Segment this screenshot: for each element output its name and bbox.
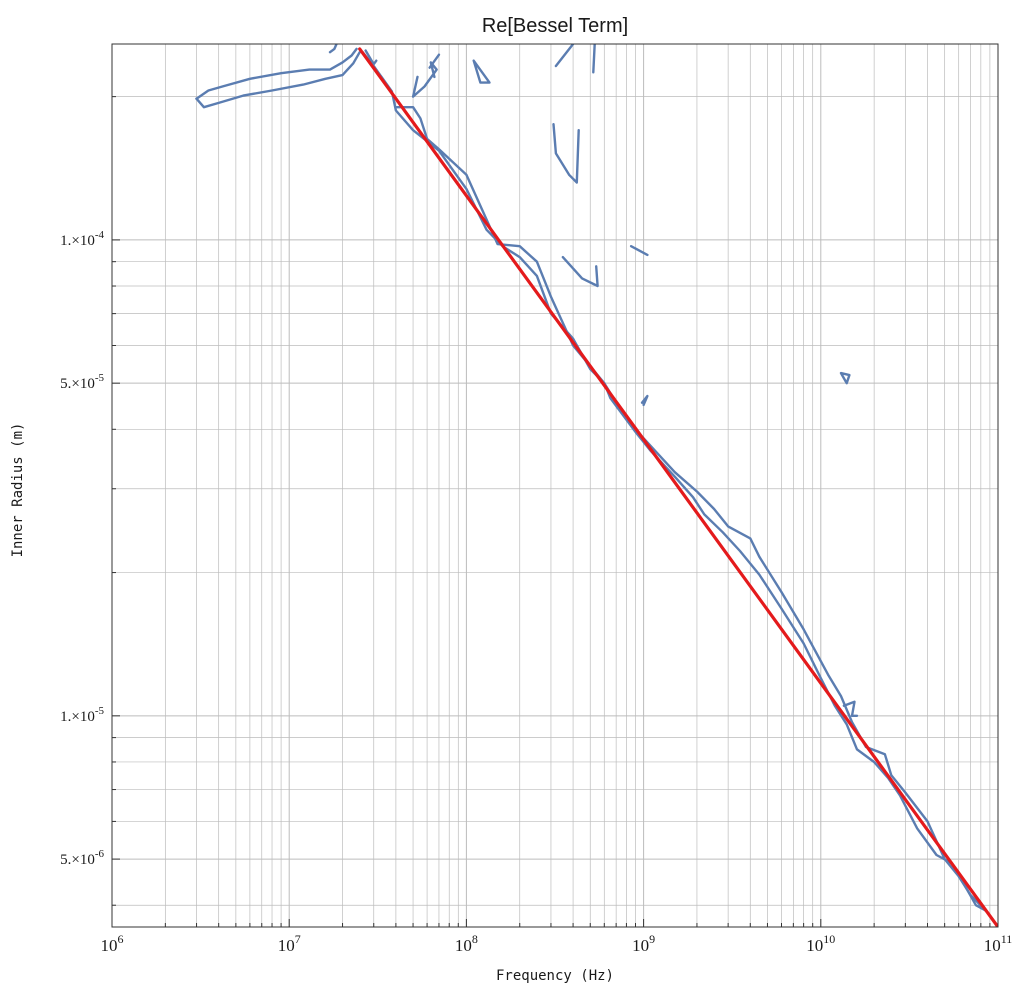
- x-tick-label: 106: [101, 932, 124, 955]
- axis-ticks: 106 107 108 109 1010 1011 1.×10-4 5.×10-5 1.×10-…: [60, 96, 1013, 955]
- contour-line: [629, 245, 649, 257]
- x-tick-label: 108: [455, 932, 478, 955]
- contour-line: [394, 106, 987, 912]
- contour-line: [328, 44, 338, 54]
- contour-line: [364, 49, 378, 66]
- contour-line: [472, 59, 491, 84]
- y-tick-label: 5.×10-5: [60, 372, 104, 392]
- x-tick-label: 1010: [806, 932, 835, 955]
- contour-line: [839, 371, 851, 385]
- contour-line: [552, 123, 580, 184]
- x-tick-label: 107: [278, 932, 301, 955]
- y-tick-label: 1.×10-5: [60, 705, 104, 725]
- grid-lines: [111, 44, 998, 927]
- plot-area: [195, 44, 998, 927]
- plot-frame: [111, 43, 999, 928]
- contour-line: [592, 44, 596, 74]
- contour-line: [195, 51, 361, 109]
- x-tick-label: 1011: [984, 932, 1013, 955]
- contour-line: [640, 394, 649, 407]
- fit-line: [358, 47, 998, 927]
- contour-line: [842, 700, 859, 717]
- x-axis-label: Frequency (Hz): [496, 968, 614, 984]
- y-axis-label: Inner Radius (m): [10, 423, 26, 558]
- contour-line: [561, 255, 599, 288]
- contour-line: [195, 47, 358, 100]
- chart-title: Re[Bessel Term]: [482, 15, 628, 37]
- contour-line: [428, 53, 441, 69]
- plot-data: [195, 44, 998, 927]
- y-tick-label: 5.×10-6: [60, 848, 104, 868]
- x-tick-label: 109: [632, 932, 655, 955]
- contour-line: [554, 44, 575, 68]
- y-tick-label: 1.×10-4: [60, 229, 104, 249]
